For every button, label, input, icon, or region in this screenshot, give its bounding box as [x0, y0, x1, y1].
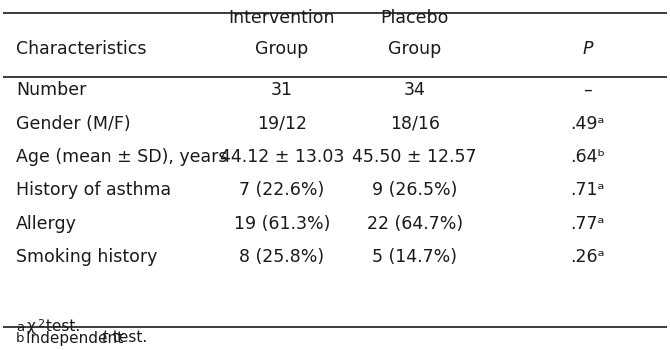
- Text: 2: 2: [37, 319, 44, 329]
- Text: 34: 34: [404, 81, 425, 99]
- Text: test.: test.: [108, 330, 147, 345]
- Text: Number: Number: [16, 81, 86, 99]
- Text: 44.12 ± 13.03: 44.12 ± 13.03: [220, 148, 344, 166]
- Text: .64ᵇ: .64ᵇ: [570, 148, 605, 166]
- Text: 22 (64.7%): 22 (64.7%): [366, 215, 463, 233]
- Text: –: –: [583, 81, 592, 99]
- Text: 31: 31: [271, 81, 293, 99]
- Text: t: t: [101, 330, 107, 345]
- Text: .71ᵃ: .71ᵃ: [570, 181, 605, 200]
- Text: 5 (14.7%): 5 (14.7%): [373, 248, 457, 266]
- Text: History of asthma: History of asthma: [16, 181, 172, 200]
- Text: Characteristics: Characteristics: [16, 40, 147, 58]
- Text: .26ᵃ: .26ᵃ: [570, 248, 605, 266]
- Text: 19/12: 19/12: [257, 115, 307, 133]
- Text: b: b: [16, 332, 25, 345]
- Text: test.: test.: [41, 319, 80, 334]
- Text: Age (mean ± SD), years: Age (mean ± SD), years: [16, 148, 228, 166]
- Text: a: a: [16, 321, 24, 334]
- Text: 9 (26.5%): 9 (26.5%): [372, 181, 458, 200]
- Text: 19 (61.3%): 19 (61.3%): [234, 215, 330, 233]
- Text: .77ᵃ: .77ᵃ: [570, 215, 605, 233]
- Text: Placebo: Placebo: [381, 9, 449, 27]
- Text: 8 (25.8%): 8 (25.8%): [239, 248, 324, 266]
- Text: Smoking history: Smoking history: [16, 248, 157, 266]
- Text: Group: Group: [255, 40, 308, 58]
- Text: χ: χ: [26, 319, 35, 334]
- Text: P: P: [582, 40, 593, 58]
- Text: Intervention: Intervention: [228, 9, 335, 27]
- Text: Allergy: Allergy: [16, 215, 77, 233]
- Text: .49ᵃ: .49ᵃ: [570, 115, 605, 133]
- Text: 7 (22.6%): 7 (22.6%): [239, 181, 324, 200]
- Text: 45.50 ± 12.57: 45.50 ± 12.57: [352, 148, 477, 166]
- Text: Independent: Independent: [26, 330, 128, 345]
- Text: Group: Group: [388, 40, 442, 58]
- Text: 18/16: 18/16: [390, 115, 440, 133]
- Text: Gender (M/F): Gender (M/F): [16, 115, 131, 133]
